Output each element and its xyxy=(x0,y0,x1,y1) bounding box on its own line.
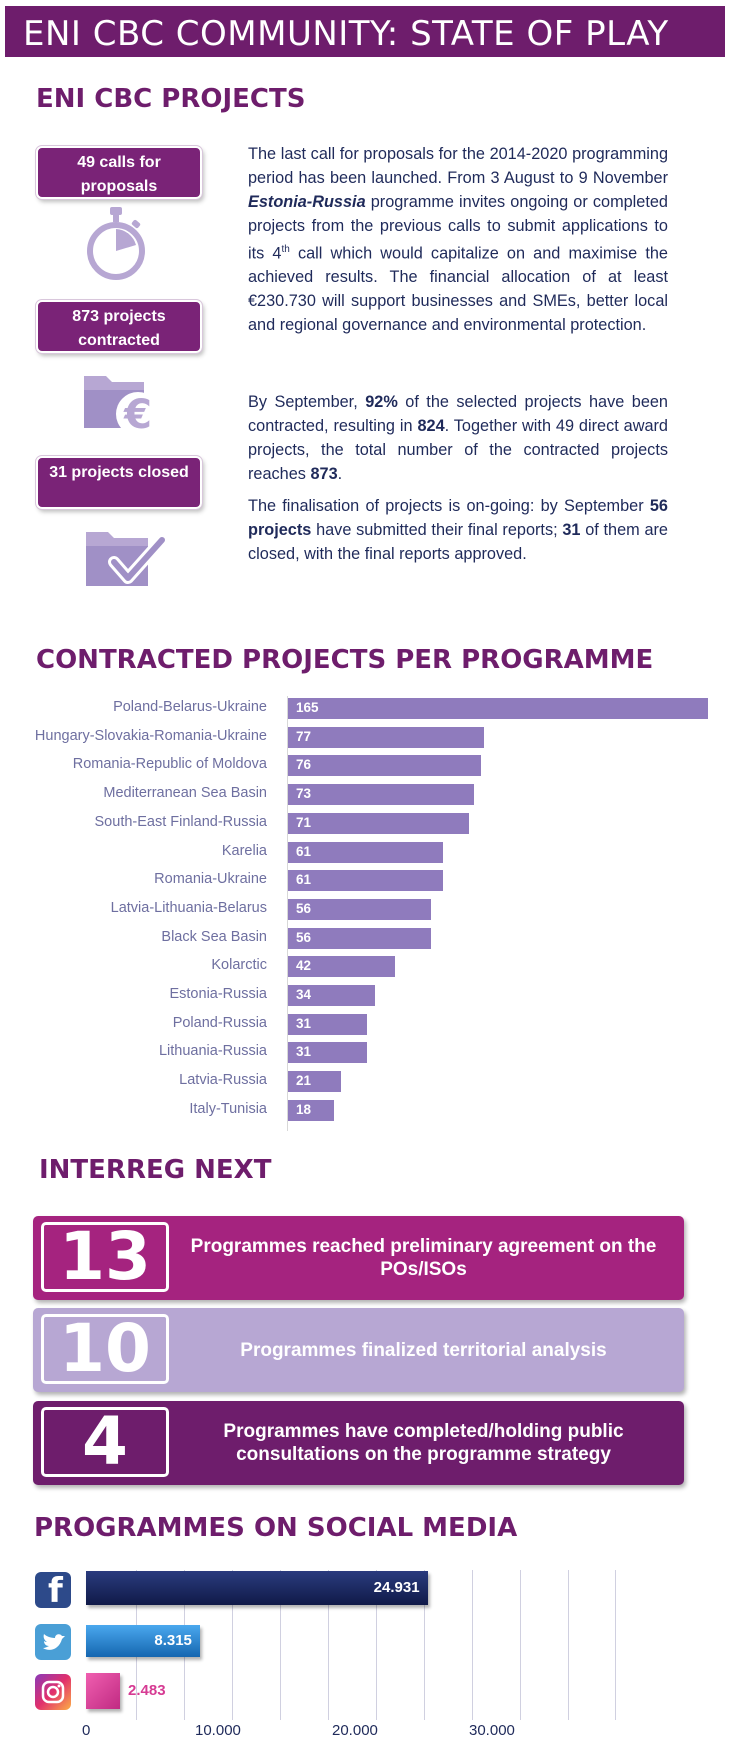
grid-line xyxy=(327,1570,329,1720)
bar-value-label: 42 xyxy=(296,958,312,974)
bar-value-label: 77 xyxy=(296,728,312,744)
bar-label: Mediterranean Sea Basin xyxy=(103,785,267,802)
bar-label: Karelia xyxy=(221,842,267,859)
bar-value-label: 31 xyxy=(296,1044,312,1060)
grid-line xyxy=(375,1570,377,1720)
x-tick-label: 20.000 xyxy=(332,1722,378,1739)
bar-value-label: 56 xyxy=(296,929,312,945)
grid-line xyxy=(423,1570,425,1720)
paragraph-call: The last call for proposals for the 2014… xyxy=(248,145,668,335)
x-tick-label: 10.000 xyxy=(195,1722,241,1739)
folder-euro-icon: € xyxy=(84,376,160,438)
social-value-label: 2.483 xyxy=(128,1682,166,1699)
bar: 73 xyxy=(288,784,474,806)
svg-text:€: € xyxy=(123,392,152,438)
projects-heading: ENI CBC PROJECTS xyxy=(36,84,306,114)
bar: 31 xyxy=(288,1042,367,1064)
grid-line xyxy=(519,1570,521,1720)
interreg-number: 13 xyxy=(41,1222,169,1292)
instagram-icon xyxy=(35,1674,71,1710)
bar-value-label: 165 xyxy=(296,700,319,715)
bar-label: Estonia-Russia xyxy=(169,986,267,1002)
twitter-icon xyxy=(35,1624,71,1660)
bar: 21 xyxy=(288,1071,342,1093)
stat-contracted: 873 projects contracted xyxy=(35,299,203,354)
bar-label: Latvia-Lithuania-Belarus xyxy=(110,899,267,916)
bar: 77 xyxy=(288,726,484,748)
grid-line xyxy=(567,1570,569,1720)
interreg-text: Programmes finalized territorial analysi… xyxy=(240,1339,607,1361)
bar-value-label: 21 xyxy=(296,1073,312,1089)
bar-label: Romania-Republic of Moldova xyxy=(72,756,267,773)
social-value-label: 24.931 xyxy=(373,1579,420,1596)
grid-line xyxy=(279,1570,281,1720)
stopwatch-icon xyxy=(87,207,145,280)
social-heading: PROGRAMMES ON SOCIAL MEDIA xyxy=(34,1513,518,1543)
bar-value-label: 76 xyxy=(296,757,312,773)
x-tick-label: 0 xyxy=(82,1722,91,1739)
interreg-item-13: 13 Programmes reached preliminary agreem… xyxy=(33,1216,684,1300)
bar-value-label: 61 xyxy=(296,872,312,888)
bar: 34 xyxy=(288,985,375,1006)
social-bar xyxy=(86,1571,428,1605)
paragraph-contracted: By September, 92% of the selected projec… xyxy=(248,393,668,483)
interreg-text: Programmes reached preliminary agreement… xyxy=(190,1236,657,1280)
stat-calls: 49 calls for proposals xyxy=(35,145,203,200)
interreg-item-4: 4 Programmes have completed/holding publ… xyxy=(33,1401,684,1485)
social-bar xyxy=(86,1673,121,1709)
bar-label: Poland-Belarus-Ukraine xyxy=(113,699,267,715)
interreg-item-10: 10 Programmes finalized territorial anal… xyxy=(33,1308,684,1392)
social-value-label: 8.315 xyxy=(154,1632,192,1649)
bar-value-label: 56 xyxy=(296,900,312,916)
interreg-number: 4 xyxy=(41,1407,169,1477)
bar: 31 xyxy=(288,1013,367,1035)
social-bar xyxy=(86,1625,200,1657)
interreg-number: 10 xyxy=(41,1314,169,1384)
page-title: ENI CBC COMMUNITY: STATE OF PLAY xyxy=(23,14,669,54)
bar: 18 xyxy=(288,1099,334,1121)
grid-line xyxy=(231,1570,233,1720)
bar-label: Poland-Russia xyxy=(172,1014,267,1031)
bar-label: Hungary-Slovakia-Romania-Ukraine xyxy=(34,727,267,744)
bar-label: Romania-Ukraine xyxy=(154,871,267,888)
interreg-heading: INTERREG NEXT xyxy=(39,1155,272,1185)
grid-line xyxy=(471,1570,473,1720)
bar: 56 xyxy=(288,898,431,920)
bar-label: Latvia-Russia xyxy=(179,1072,267,1089)
bar: 56 xyxy=(288,927,431,949)
page-banner: ENI CBC COMMUNITY: STATE OF PLAY xyxy=(5,6,725,57)
bar: 71 xyxy=(288,812,469,834)
bar-label: Black Sea Basin xyxy=(161,928,267,945)
bar-value-label: 34 xyxy=(296,987,312,1002)
bar-label: South-East Finland-Russia xyxy=(94,813,267,830)
interreg-text: Programmes have completed/holding public… xyxy=(223,1421,624,1465)
x-tick-label: 30.000 xyxy=(469,1722,515,1739)
bar-value-label: 71 xyxy=(296,814,312,830)
paragraph-finalisation: The finalisation of projects is on-going… xyxy=(248,497,668,563)
bar-value-label: 61 xyxy=(296,843,312,859)
grid-line xyxy=(615,1570,617,1720)
bar: 61 xyxy=(288,841,444,863)
bar-value-label: 73 xyxy=(296,786,312,802)
bar: 76 xyxy=(288,755,482,777)
bar: 42 xyxy=(288,956,395,978)
programme-chart-heading: CONTRACTED PROJECTS PER PROGRAMME xyxy=(36,645,654,675)
bar-label: Lithuania-Russia xyxy=(158,1043,267,1060)
folder-check-icon xyxy=(86,532,166,586)
bar: 165 xyxy=(288,698,708,719)
bar-label: Italy-Tunisia xyxy=(189,1100,267,1117)
bar: 61 xyxy=(288,870,444,892)
bar-value-label: 31 xyxy=(296,1015,312,1031)
programme-chart-axis xyxy=(287,696,288,1131)
facebook-icon: f xyxy=(35,1572,71,1608)
stat-closed: 31 projects closed xyxy=(35,455,203,510)
bar-value-label: 18 xyxy=(296,1101,312,1117)
bar-label: Kolarctic xyxy=(211,957,267,974)
